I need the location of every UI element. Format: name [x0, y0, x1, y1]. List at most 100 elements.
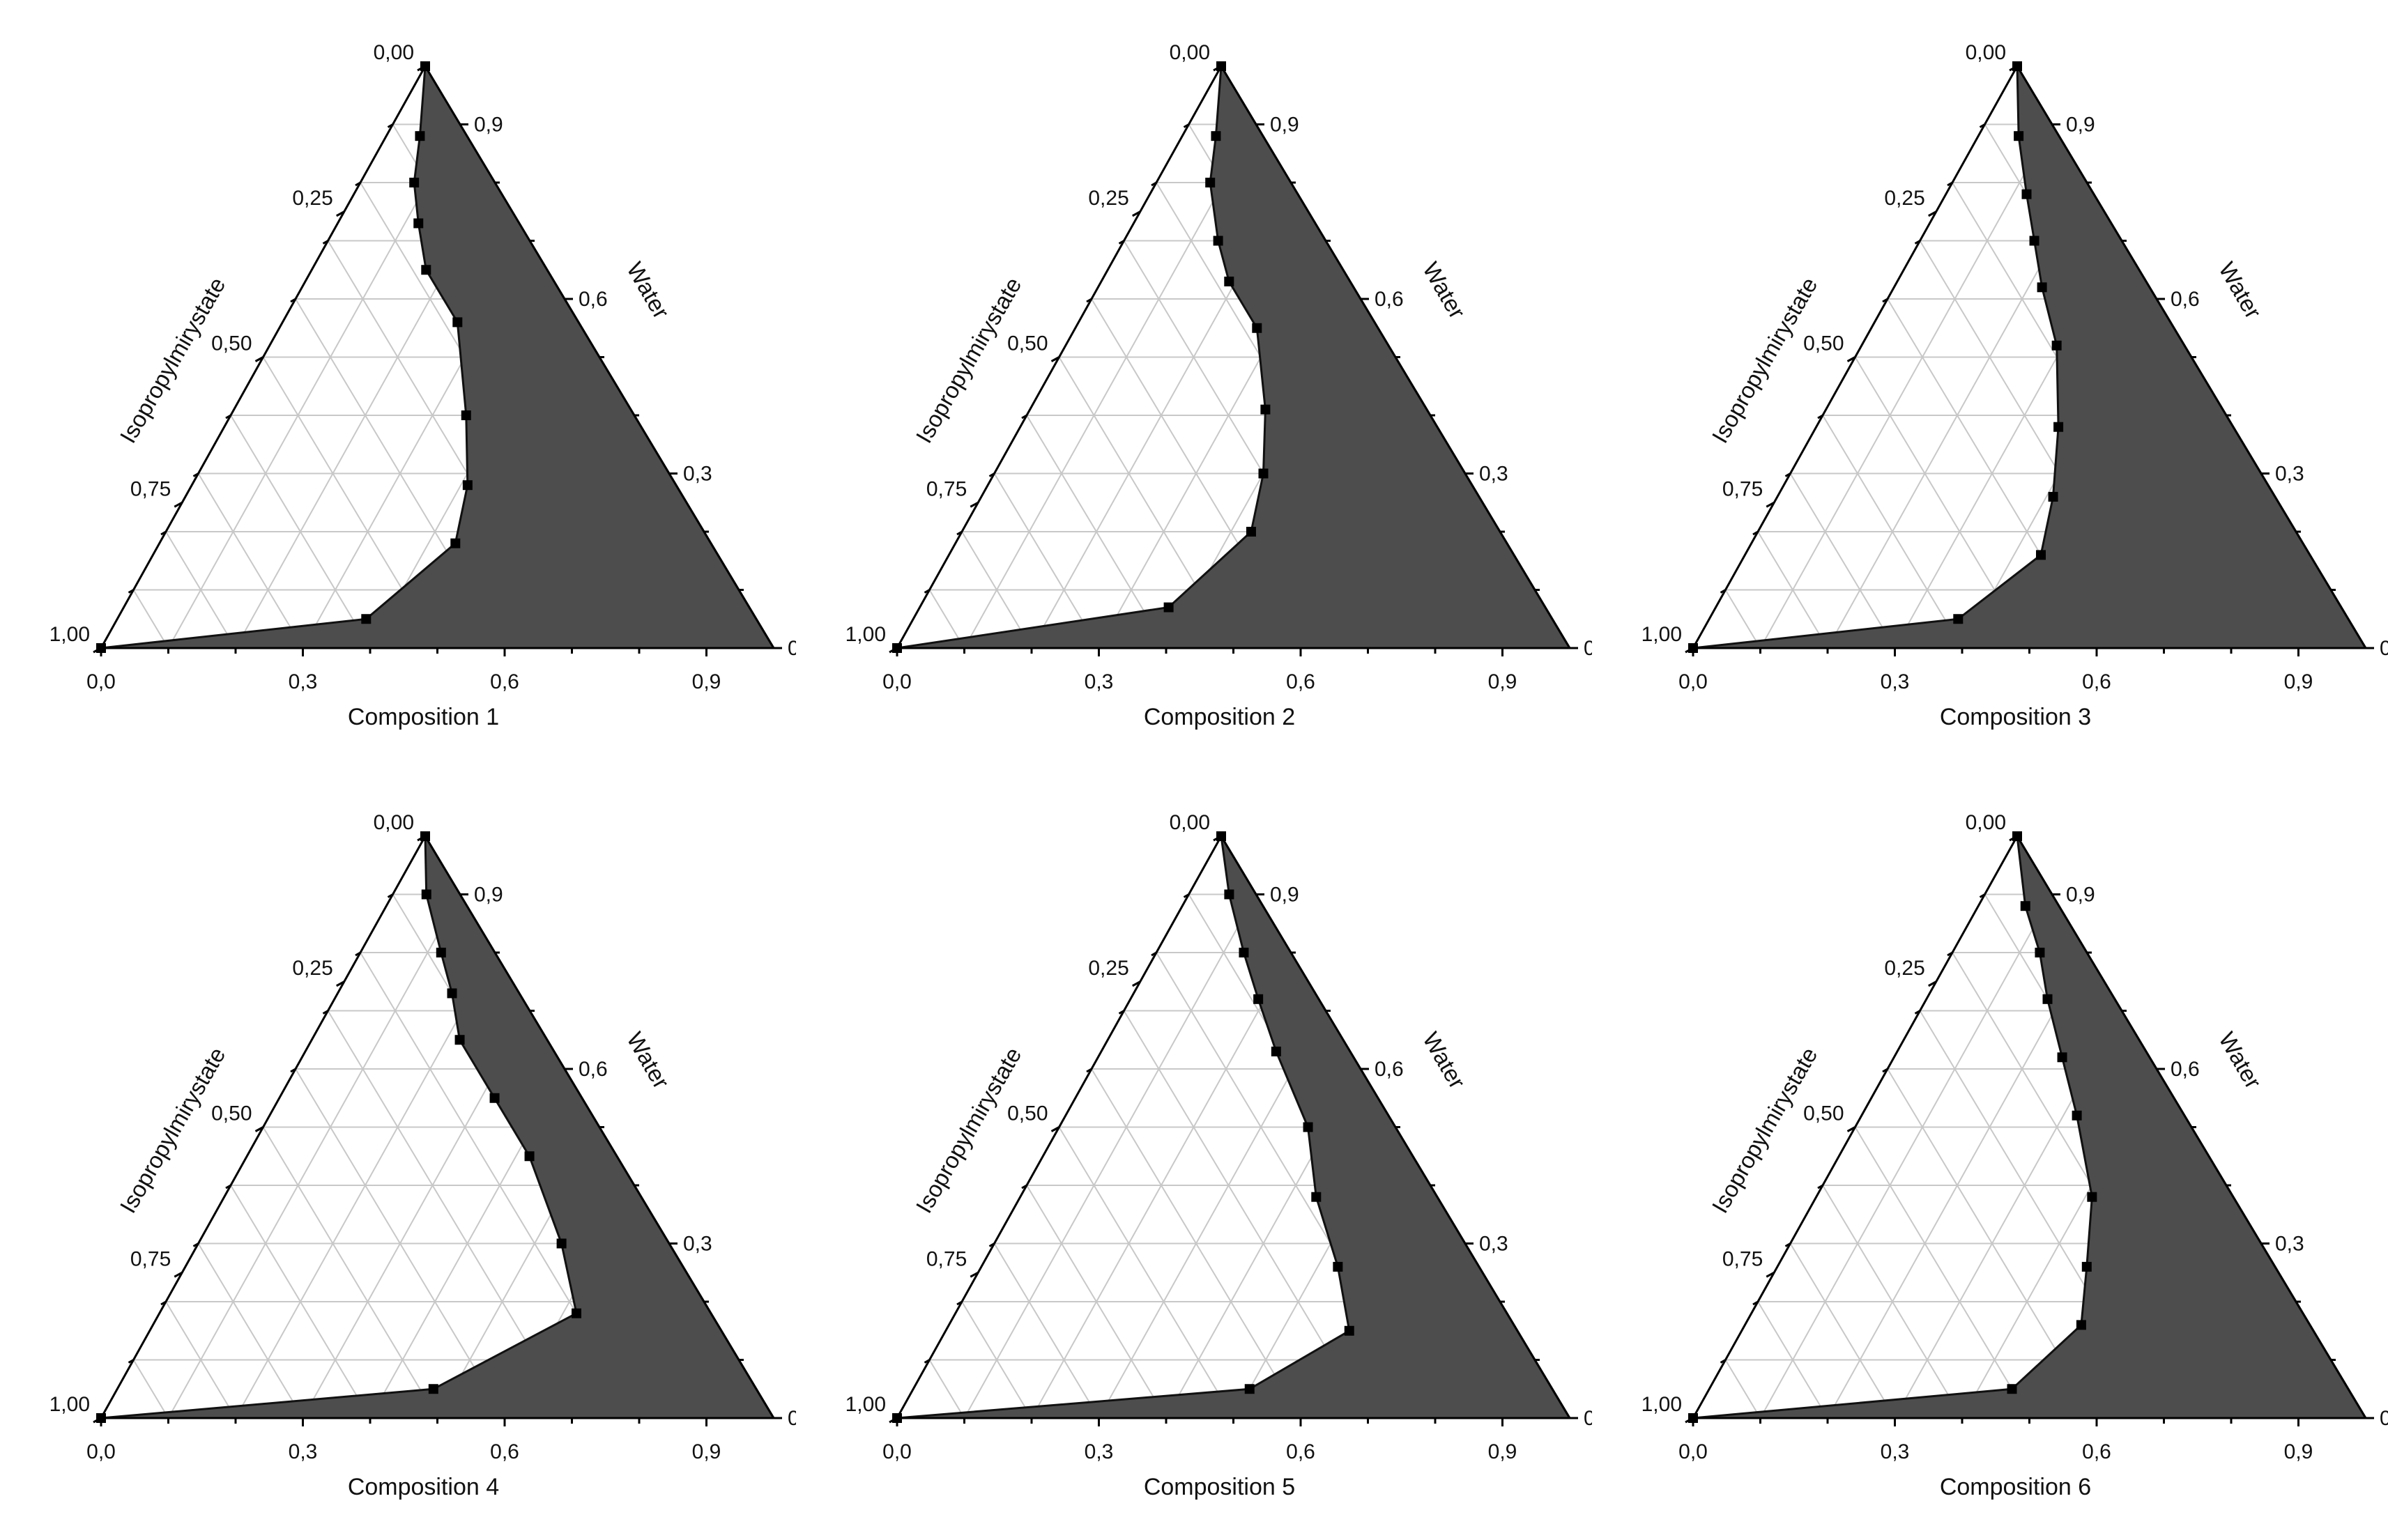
right-axis-title: Water — [622, 1028, 674, 1093]
bottom-tick-label: 0,0 — [882, 1440, 912, 1463]
left-minor-tick — [1947, 181, 1953, 187]
right-axis-title: Water — [1418, 1028, 1470, 1093]
data-point — [489, 1093, 500, 1103]
left-tick-label: 0,00 — [374, 41, 414, 64]
ternary-panel-2: 0,0 0,3 0,6 0,9 0,00 0,25 0,50 0,75 1,00 0,9 0,6 0,… — [796, 0, 1592, 770]
left-minor-tick — [1183, 123, 1190, 128]
right-axis-title: Water — [1418, 258, 1470, 323]
left-minor-tick — [128, 589, 135, 594]
data-point — [2029, 236, 2039, 246]
left-tick-label: 0,25 — [1884, 957, 1924, 980]
right-tick-label: 0,3 — [1479, 463, 1508, 486]
left-tick-label: 0,25 — [292, 957, 332, 980]
left-axis-title: Isopropylmirystate — [1707, 273, 1823, 447]
ternary-panel-1: 0,0 0,3 0,6 0,9 0,00 0,25 0,50 0,75 1,00 0,9 0,6 0,… — [0, 0, 796, 770]
panel-caption: Composition 2 — [1144, 704, 1295, 730]
data-point — [1211, 131, 1221, 141]
grid-line — [295, 1068, 505, 1419]
left-minor-tick — [1720, 589, 1727, 594]
data-point — [1244, 1384, 1255, 1394]
left-minor-tick — [1882, 1068, 1888, 1073]
data-point — [2072, 1110, 2082, 1121]
left-tick-label: 0,50 — [211, 332, 252, 355]
left-minor-tick — [1849, 356, 1856, 361]
left-tick-label: 0,50 — [1007, 332, 1048, 355]
grid-line — [1759, 124, 2053, 649]
data-points — [96, 61, 473, 653]
left-minor-tick — [1021, 1184, 1027, 1189]
bottom-tick-label: 0,6 — [1286, 670, 1315, 693]
grid-line — [1789, 472, 1896, 649]
data-point — [1953, 614, 1964, 624]
left-minor-tick — [1914, 1010, 1921, 1015]
data-point — [2020, 901, 2030, 911]
left-minor-tick — [1914, 240, 1921, 245]
left-tick — [417, 835, 426, 842]
grid-line — [1091, 1068, 1301, 1419]
grid-line — [165, 531, 236, 649]
left-tick-label: 1,00 — [1641, 623, 1682, 646]
left-tick-label: 0,75 — [1722, 1247, 1763, 1270]
right-axis-title: Water — [2214, 258, 2266, 323]
data-point — [1311, 1192, 1322, 1202]
left-tick — [970, 1271, 979, 1278]
left-tick-label: 0,25 — [292, 187, 332, 210]
right-tick-label: 0,6 — [579, 288, 608, 311]
data-point — [2051, 340, 2062, 351]
panel-caption: Composition 4 — [348, 1474, 499, 1500]
right-tick-label: 0,9 — [1270, 114, 1299, 137]
left-minor-tick — [1947, 951, 1953, 957]
left-tick-label: 0,00 — [1966, 41, 2006, 64]
bottom-tick-label: 0,9 — [1488, 1440, 1517, 1463]
left-tick — [174, 1271, 183, 1278]
grid-line — [262, 1126, 438, 1419]
left-tick — [889, 1417, 898, 1424]
left-minor-tick — [1849, 1126, 1856, 1131]
grid-line — [165, 1301, 236, 1419]
left-minor-tick — [988, 472, 995, 477]
bottom-tick-label: 0,6 — [490, 1440, 519, 1463]
left-axis-title: Isopropylmirystate — [911, 273, 1027, 447]
data-point — [1252, 323, 1262, 333]
bottom-tick-label: 0,6 — [490, 670, 519, 693]
data-point — [421, 265, 431, 275]
left-minor-tick — [1979, 123, 1986, 128]
left-tick — [336, 980, 345, 987]
left-minor-tick — [956, 530, 963, 536]
left-minor-tick — [225, 414, 231, 419]
data-point — [409, 178, 420, 187]
grid-line — [963, 124, 1257, 649]
left-tick-label: 1,00 — [845, 1393, 886, 1416]
bottom-tick-label: 0,0 — [1678, 670, 1708, 693]
data-point — [2014, 131, 2024, 141]
left-minor-tick — [355, 181, 361, 187]
left-tick-label: 0,00 — [1170, 41, 1210, 64]
left-minor-tick — [160, 530, 167, 536]
left-tick-label: 1,00 — [1641, 1393, 1682, 1416]
left-tick-label: 0,75 — [926, 477, 967, 500]
left-tick — [1766, 1271, 1775, 1278]
left-minor-tick — [1183, 893, 1190, 898]
grid-line — [1822, 415, 1963, 649]
data-point — [454, 1035, 465, 1045]
data-point — [2042, 994, 2053, 1004]
data-point — [415, 131, 425, 141]
data-points — [892, 831, 1354, 1423]
data-point — [2081, 1261, 2092, 1272]
left-tick-label: 0,50 — [1007, 1102, 1048, 1125]
right-tick-label: 0,9 — [1270, 884, 1299, 907]
panel-caption: Composition 6 — [1940, 1474, 2091, 1500]
left-minor-tick — [290, 298, 296, 303]
left-tick — [1766, 501, 1775, 508]
data-point — [1224, 276, 1234, 286]
bottom-tick-label: 0,0 — [1678, 1440, 1708, 1463]
grid-line — [961, 1301, 1032, 1419]
left-tick-label: 1,00 — [845, 623, 886, 646]
right-tick-label: 0,3 — [683, 1233, 712, 1256]
left-axis-title: Isopropylmirystate — [911, 1043, 1027, 1217]
left-minor-tick — [355, 951, 361, 957]
left-tick-label: 0,75 — [130, 477, 171, 500]
panel-caption: Composition 5 — [1144, 1474, 1295, 1500]
right-tick-label: 0,0 — [1584, 637, 1592, 660]
grid-line — [167, 124, 461, 649]
